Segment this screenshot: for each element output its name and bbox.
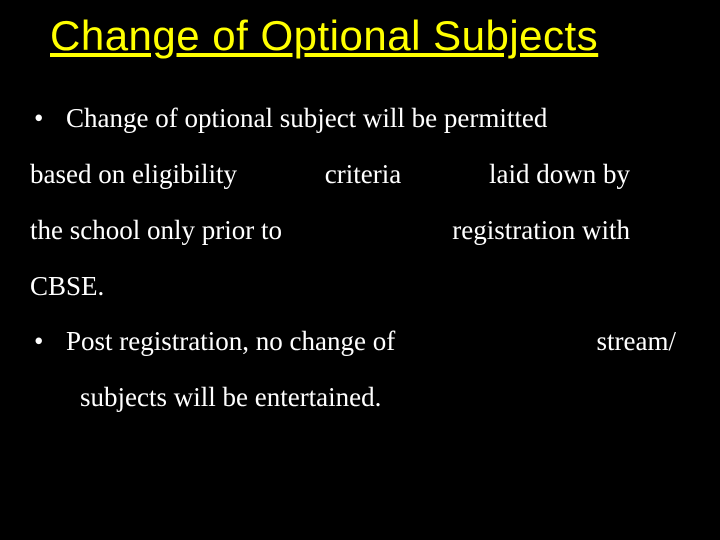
body-text: based on eligibility xyxy=(30,154,237,196)
body-line-indent: subjects will be entertained. xyxy=(30,377,690,419)
body-line: based on eligibility criteria laid down … xyxy=(30,154,690,196)
bullet-item-2: • Post registration, no change of stream… xyxy=(30,321,690,363)
bullet-icon: • xyxy=(30,98,66,140)
slide: Change of Optional Subjects • Change of … xyxy=(0,0,720,540)
body-text: Change of optional subject will be permi… xyxy=(66,98,547,140)
body-text: Post registration, no change of xyxy=(66,321,395,363)
bullet-icon: • xyxy=(30,321,66,363)
slide-body: • Change of optional subject will be per… xyxy=(30,98,690,419)
body-text: subjects will be entertained. xyxy=(80,377,381,419)
bullet-item-1: • Change of optional subject will be per… xyxy=(30,98,690,140)
body-text: stream/ xyxy=(597,321,676,363)
body-line: the school only prior to registration wi… xyxy=(30,210,690,252)
body-text: registration with xyxy=(452,210,630,252)
slide-title: Change of Optional Subjects xyxy=(50,12,690,60)
body-text: CBSE. xyxy=(30,271,104,301)
body-text: criteria xyxy=(325,154,401,196)
body-text: laid down by xyxy=(489,154,630,196)
body-text: the school only prior to xyxy=(30,210,282,252)
body-line: CBSE. xyxy=(30,266,690,308)
